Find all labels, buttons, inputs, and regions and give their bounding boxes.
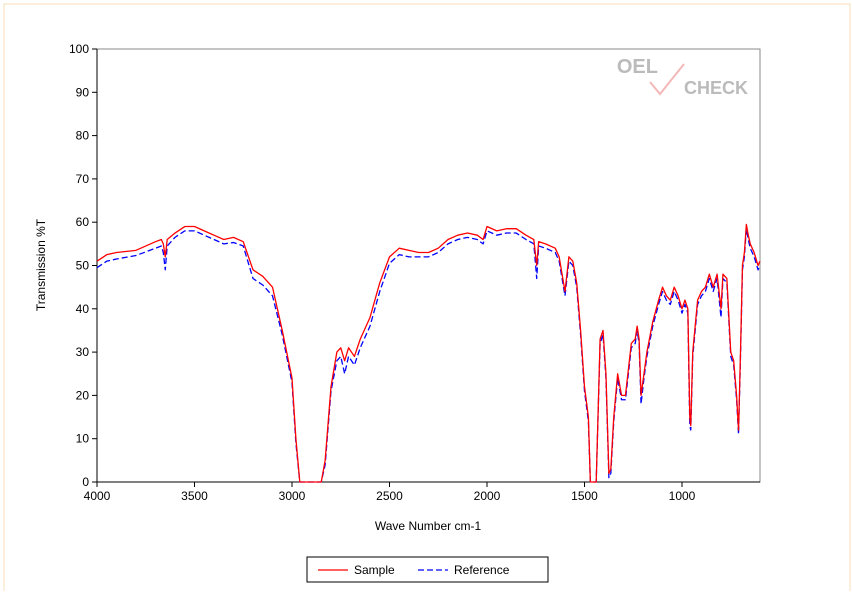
series-line [96, 228, 761, 483]
x-tick-label: 1000 [669, 489, 696, 503]
x-tick-label: 3500 [181, 489, 208, 503]
y-tick-label: 0 [82, 475, 89, 489]
y-axis-title: Transmission %T [34, 218, 48, 311]
legend-label: Sample [354, 563, 395, 577]
x-axis-title: Wave Number cm-1 [375, 519, 482, 533]
plot-area [96, 48, 761, 483]
x-tick-label: 3000 [279, 489, 306, 503]
y-tick-label: 10 [76, 432, 90, 446]
logo-second: CHECK [684, 78, 748, 98]
frame [3, 3, 851, 596]
y-tick-label: 60 [76, 215, 90, 229]
y-tick-label: 20 [76, 388, 90, 402]
y-tick-label: 50 [76, 259, 90, 273]
x-tick-label: 2500 [376, 489, 403, 503]
y-tick-label: 80 [76, 129, 90, 143]
y-tick-label: 40 [76, 302, 90, 316]
x-tick-label: 2000 [474, 489, 501, 503]
x-tick-label: 1500 [571, 489, 598, 503]
y-tick-label: 100 [69, 42, 89, 56]
legend-label: Reference [454, 563, 510, 577]
y-tick-label: 90 [76, 85, 90, 99]
logo-check [649, 63, 685, 96]
series-line [96, 223, 761, 483]
logo-first: OEL [617, 56, 658, 78]
y-tick-label: 70 [76, 172, 90, 186]
y-tick-label: 30 [76, 345, 90, 359]
x-tick-label: 4000 [84, 489, 111, 503]
